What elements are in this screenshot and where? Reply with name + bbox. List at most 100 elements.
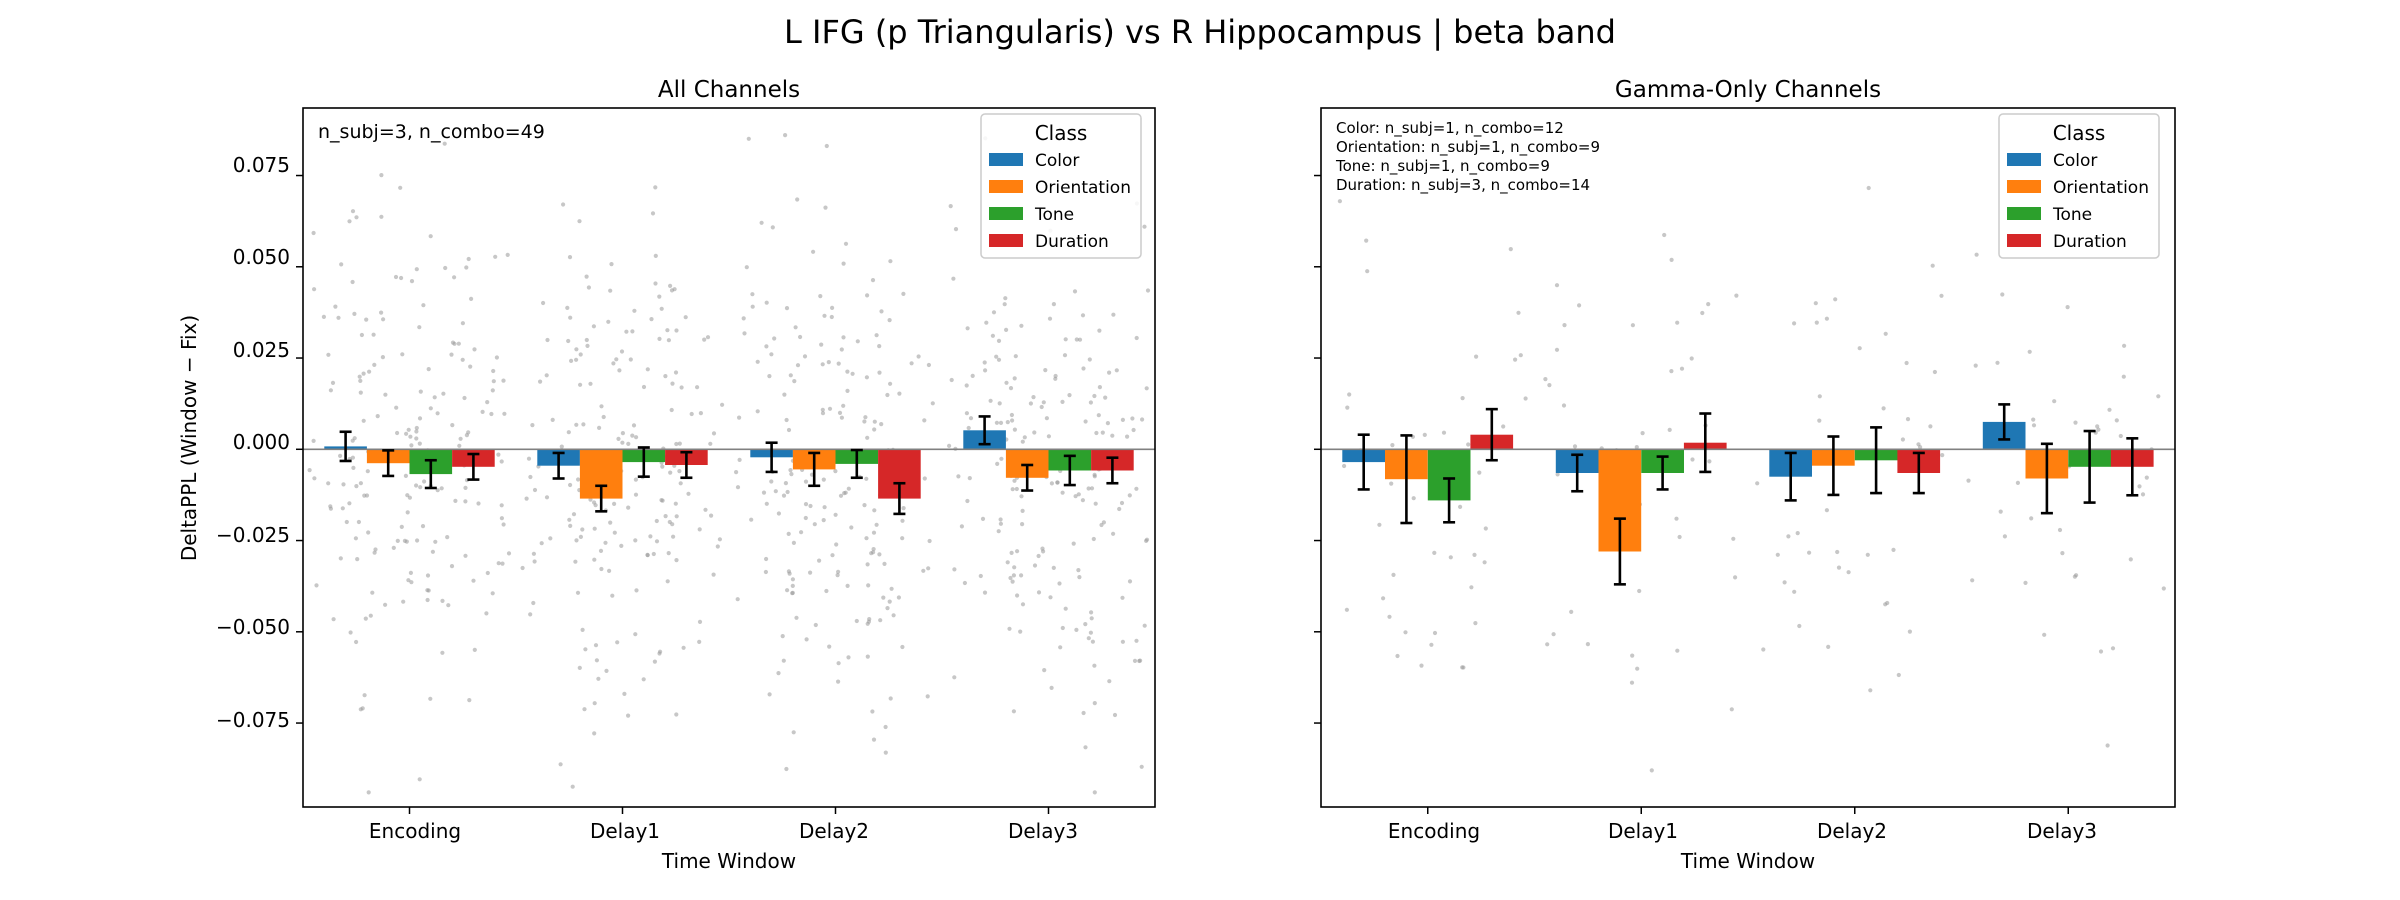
- data-point: [1995, 360, 2000, 365]
- data-point: [611, 361, 616, 366]
- data-point: [1543, 377, 1548, 382]
- data-point: [833, 469, 838, 474]
- data-point: [565, 305, 570, 310]
- data-point: [341, 482, 346, 487]
- data-point: [577, 665, 582, 671]
- data-point: [1002, 302, 1007, 307]
- data-point: [1074, 337, 1079, 342]
- data-point: [855, 339, 860, 344]
- data-point: [414, 483, 419, 488]
- error-bar-color-delay3: [978, 415, 991, 446]
- data-point: [921, 568, 926, 573]
- data-point: [2015, 480, 2020, 485]
- data-point: [395, 538, 400, 544]
- data-point: [787, 571, 792, 576]
- data-point: [834, 542, 839, 547]
- data-point: [400, 352, 405, 357]
- data-point: [1523, 396, 1528, 401]
- data-point: [520, 565, 525, 571]
- data-point: [615, 640, 620, 645]
- data-point: [665, 579, 670, 584]
- data-point: [599, 404, 604, 409]
- data-point: [574, 357, 579, 362]
- legend-label-orientation: Orientation: [1035, 178, 1131, 198]
- data-point: [1073, 494, 1078, 499]
- data-point: [428, 406, 433, 411]
- data-point: [314, 583, 319, 588]
- data-point: [653, 281, 658, 286]
- data-point: [817, 558, 822, 563]
- data-point: [311, 230, 316, 236]
- data-point: [2107, 407, 2112, 412]
- data-point: [532, 559, 537, 564]
- data-point: [362, 493, 367, 498]
- data-point: [566, 430, 571, 435]
- data-point: [952, 675, 957, 680]
- data-point: [1395, 653, 1400, 659]
- data-point: [678, 481, 683, 486]
- x-tick-label-delay2: Delay2: [799, 819, 869, 843]
- data-point: [994, 354, 999, 359]
- error-bar-tone-delay1: [1656, 455, 1669, 491]
- data-point: [791, 730, 796, 735]
- data-point: [1010, 487, 1015, 492]
- data-point: [959, 524, 965, 529]
- data-point: [1904, 360, 1909, 366]
- data-point: [672, 287, 677, 292]
- data-point: [550, 417, 555, 422]
- data-point: [469, 296, 474, 301]
- data-point: [668, 283, 673, 288]
- data-point: [379, 173, 384, 178]
- data-point: [446, 603, 451, 608]
- data-point: [829, 314, 834, 320]
- data-point: [1041, 400, 1046, 405]
- data-point: [1057, 581, 1062, 586]
- data-point: [398, 185, 403, 190]
- data-point: [584, 337, 589, 343]
- data-point: [365, 469, 370, 474]
- plot-frame: [1320, 107, 2176, 808]
- data-point: [864, 536, 869, 541]
- data-point: [1381, 596, 1386, 601]
- data-point: [1119, 500, 1125, 506]
- data-point: [717, 537, 723, 542]
- data-point: [864, 476, 869, 481]
- data-point: [922, 476, 927, 481]
- data-point: [822, 313, 827, 318]
- data-point: [1101, 520, 1106, 525]
- data-point: [1139, 764, 1144, 769]
- data-point: [352, 311, 357, 316]
- data-point: [1585, 642, 1590, 647]
- data-point: [506, 551, 512, 556]
- data-point: [870, 709, 875, 714]
- data-point: [1792, 321, 1797, 326]
- data-point: [1900, 437, 1905, 442]
- data-point: [881, 595, 886, 600]
- data-point: [544, 495, 550, 500]
- data-point: [1009, 550, 1014, 556]
- data-point: [1846, 570, 1851, 575]
- data-point: [370, 590, 375, 595]
- data-point: [1111, 531, 1116, 536]
- data-point: [432, 395, 437, 400]
- data-point: [439, 486, 444, 491]
- data-point: [395, 430, 400, 436]
- data-point: [593, 643, 599, 648]
- data-point: [1145, 288, 1151, 293]
- data-point: [735, 597, 740, 602]
- data-point: [2118, 433, 2123, 439]
- data-point: [804, 637, 809, 642]
- data-point: [1637, 588, 1642, 594]
- data-point: [1018, 629, 1023, 634]
- data-point: [399, 275, 404, 281]
- data-point: [1928, 424, 1933, 429]
- data-point: [584, 274, 589, 279]
- data-point: [354, 484, 359, 489]
- data-point: [2031, 423, 2037, 428]
- data-point: [2074, 573, 2079, 578]
- data-point: [2144, 475, 2149, 480]
- data-point: [846, 655, 851, 660]
- error-bar-duration-delay2: [893, 481, 906, 516]
- data-point: [1501, 424, 1506, 429]
- data-point: [1342, 463, 1347, 469]
